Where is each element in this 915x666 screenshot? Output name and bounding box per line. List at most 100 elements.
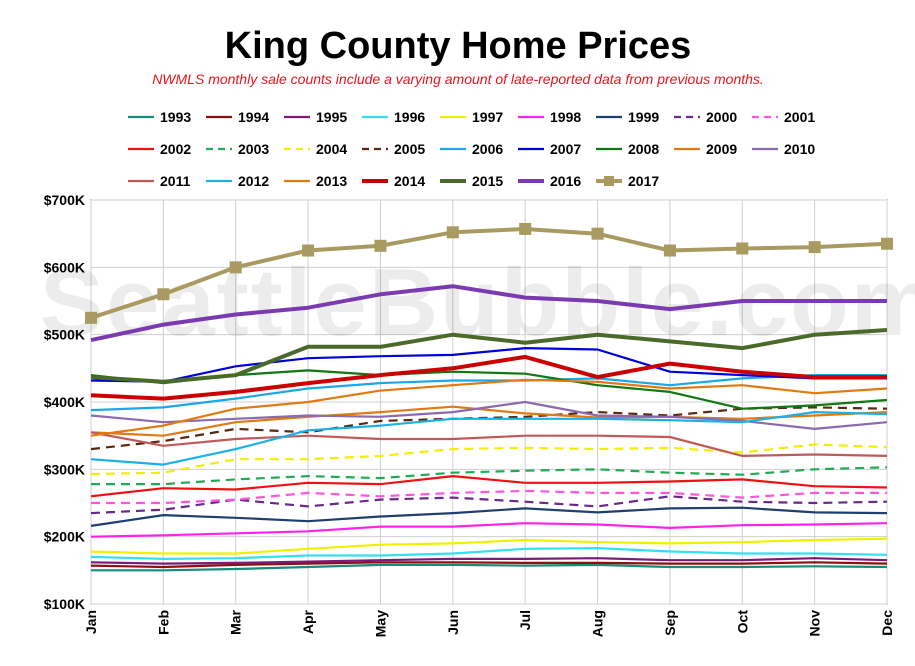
legend-marker-2017 — [604, 176, 614, 186]
series-line-2007 — [90, 347, 887, 383]
series-2003 — [91, 466, 888, 486]
y-tick-label: $700K — [44, 192, 85, 208]
point-2017-Mar — [229, 261, 242, 274]
legend-label-1994: 1994 — [238, 109, 269, 125]
x-tick-label: Jan — [83, 610, 99, 634]
series-2015 — [90, 328, 888, 384]
series-2004 — [90, 443, 888, 476]
x-tick-label: Nov — [807, 610, 823, 637]
series-line-2000 — [90, 495, 888, 515]
series-2012 — [90, 411, 888, 466]
legend-entry-2001: 2001 — [752, 109, 815, 125]
legend-entry-2006: 2006 — [440, 141, 503, 157]
x-tick-label: Dec — [879, 610, 895, 636]
x-tick-label: Feb — [155, 610, 171, 635]
legend-label-1999: 1999 — [628, 109, 659, 125]
series-2006 — [90, 374, 887, 412]
series-2013 — [90, 378, 888, 437]
series-line-2003 — [91, 466, 888, 486]
legend-label-2007: 2007 — [550, 141, 581, 157]
legend-entry-2004: 2004 — [284, 141, 347, 157]
legend-label-1997: 1997 — [472, 109, 503, 125]
legend-entry-2012: 2012 — [206, 173, 269, 189]
legend-label-2004: 2004 — [316, 141, 347, 157]
point-2017-Oct — [736, 242, 749, 255]
series-1995 — [90, 557, 888, 565]
series-line-2014 — [90, 354, 887, 401]
legend-entry-1997: 1997 — [440, 109, 503, 125]
legend-label-2011: 2011 — [160, 173, 191, 189]
point-2017-Nov — [808, 241, 821, 254]
legend-label-2013: 2013 — [316, 173, 347, 189]
legend-entry-2010: 2010 — [752, 141, 815, 157]
legend-label-2003: 2003 — [238, 141, 269, 157]
series-line-1995 — [90, 557, 888, 565]
legend-entry-2009: 2009 — [674, 141, 737, 157]
legend-label-2000: 2000 — [706, 109, 737, 125]
y-tick-label: $100K — [44, 596, 85, 612]
series-2000 — [90, 495, 888, 515]
legend-label-1995: 1995 — [316, 109, 347, 125]
point-2017-Jul — [519, 222, 532, 235]
y-axis: $100K $200K $300K $400K $500K $600K $700K — [44, 192, 85, 612]
x-tick-label: Mar — [228, 609, 244, 634]
series-1997 — [90, 537, 888, 555]
y-tick-label: $600K — [44, 259, 85, 275]
point-2017-Jan — [85, 311, 97, 324]
legend-label-2015: 2015 — [472, 173, 503, 189]
point-2017-Apr — [302, 244, 315, 257]
series-line-1993 — [91, 563, 888, 572]
series-1998 — [90, 522, 888, 538]
legend-label-2016: 2016 — [550, 173, 581, 189]
series-line-2010 — [90, 400, 888, 430]
series-line-2001 — [91, 489, 887, 505]
point-2017-Aug — [591, 227, 604, 240]
x-tick-label: May — [372, 610, 388, 637]
series-1993 — [91, 563, 888, 572]
chart-subtitle: NWMLS monthly sale counts include a vary… — [152, 71, 764, 87]
legend-entry-2011: 2011 — [128, 173, 191, 189]
series-line-2015 — [90, 328, 888, 384]
chart-title: King County Home Prices — [225, 25, 692, 67]
legend-entry-2017: 2017 — [596, 173, 659, 189]
legend-label-2002: 2002 — [160, 141, 191, 157]
x-tick-label: Aug — [590, 610, 606, 637]
series-line-2016 — [90, 284, 887, 343]
legend-entry-2008: 2008 — [596, 141, 659, 157]
legend-entry-2015: 2015 — [440, 173, 503, 189]
legend: 1993 1994 1995 1996 1997 1998 1999 2000 2001 2002… — [128, 109, 815, 189]
legend-entry-2016: 2016 — [518, 173, 581, 189]
y-tick-label: $300K — [44, 461, 85, 477]
legend-label-2014: 2014 — [394, 173, 425, 189]
x-tick-label: Jul — [517, 610, 533, 630]
y-tick-label: $400K — [44, 394, 85, 410]
series-2011 — [90, 431, 888, 457]
legend-label-2008: 2008 — [628, 141, 659, 157]
legend-entry-2013: 2013 — [284, 173, 347, 189]
x-axis: Jan Feb Mar Apr May Jun Jul Aug Sep Oct Nov Dec — [83, 609, 895, 637]
series-line-2002 — [90, 475, 888, 498]
series-line-1997 — [90, 537, 888, 555]
y-tick-label: $200K — [44, 529, 85, 545]
series-line-2011 — [90, 431, 888, 457]
legend-entry-1998: 1998 — [518, 109, 581, 125]
plot-area: SeattleBubble.com — [40, 199, 915, 605]
legend-entry-2005: 2005 — [362, 141, 425, 157]
series-line-2013 — [90, 378, 888, 437]
point-2017-May — [374, 239, 387, 252]
series-1996 — [90, 546, 888, 561]
legend-entry-1995: 1995 — [284, 109, 347, 125]
x-tick-label: Sep — [662, 610, 678, 636]
series-2001 — [91, 489, 887, 505]
point-2017-Sep — [663, 244, 676, 257]
legend-entry-1996: 1996 — [362, 109, 425, 125]
series-2014 — [90, 354, 887, 401]
series-2016 — [90, 284, 887, 343]
series-line-2004 — [90, 443, 888, 476]
series-2017 — [85, 222, 893, 324]
series-line-2017 — [90, 227, 888, 320]
series-group — [85, 222, 893, 572]
x-tick-label: Oct — [734, 610, 750, 634]
point-2017-Jun — [446, 226, 459, 239]
